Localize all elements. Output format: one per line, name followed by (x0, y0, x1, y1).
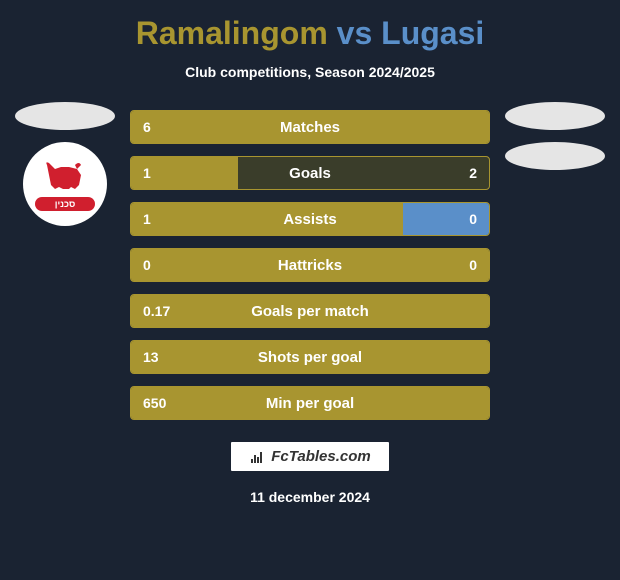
stat-row: 6Matches (130, 110, 490, 144)
stat-value-left: 13 (143, 349, 183, 365)
stat-label: Assists (183, 211, 437, 228)
page-title: Ramalingom vs Lugasi (136, 15, 485, 52)
stat-value-left: 1 (143, 211, 183, 227)
stat-row: 1Assists0 (130, 202, 490, 236)
chart-icon (249, 449, 265, 465)
stat-row: 13Shots per goal (130, 340, 490, 374)
stat-row: 650Min per goal (130, 386, 490, 420)
goat-icon (41, 157, 89, 193)
stat-row: 0.17Goals per match (130, 294, 490, 328)
player1-avatar-placeholder (15, 102, 115, 130)
content-row: סכנין 6Matches1Goals21Assists00Hattricks… (0, 110, 620, 420)
stat-row-content: 6Matches (131, 111, 489, 143)
stat-row-content: 1Assists0 (131, 203, 489, 235)
player1-club-logo: סכנין (23, 142, 107, 226)
stat-value-left: 0 (143, 257, 183, 273)
stat-value-right: 0 (437, 211, 477, 227)
club-banner: סכנין (35, 197, 95, 211)
stat-row-content: 1Goals2 (131, 157, 489, 189)
club-logo-graphic: סכנין (30, 149, 100, 219)
player2-club-placeholder (505, 142, 605, 170)
stat-value-left: 1 (143, 165, 183, 181)
stat-label: Matches (183, 119, 437, 136)
stat-label: Goals per match (183, 303, 437, 320)
main-container: Ramalingom vs Lugasi Club competitions, … (0, 0, 620, 580)
title-player1: Ramalingom (136, 15, 328, 51)
stat-value-right: 0 (437, 257, 477, 273)
stat-row: 1Goals2 (130, 156, 490, 190)
subtitle: Club competitions, Season 2024/2025 (185, 64, 435, 80)
title-vs: vs (337, 15, 373, 51)
stat-label: Shots per goal (183, 349, 437, 366)
left-column: סכנין (15, 102, 115, 226)
stat-value-left: 6 (143, 119, 183, 135)
stat-value-left: 0.17 (143, 303, 183, 319)
date-label: 11 december 2024 (250, 489, 370, 505)
stat-row: 0Hattricks0 (130, 248, 490, 282)
brand-badge[interactable]: FcTables.com (229, 440, 390, 473)
stats-panel: 6Matches1Goals21Assists00Hattricks00.17G… (130, 110, 490, 420)
stat-value-left: 650 (143, 395, 183, 411)
brand-text: FcTables.com (271, 448, 370, 465)
right-column (505, 102, 605, 170)
stat-label: Hattricks (183, 257, 437, 274)
stat-row-content: 650Min per goal (131, 387, 489, 419)
title-player2: Lugasi (381, 15, 484, 51)
player2-avatar-placeholder (505, 102, 605, 130)
stat-label: Goals (183, 165, 437, 182)
stat-row-content: 0.17Goals per match (131, 295, 489, 327)
stat-value-right: 2 (437, 165, 477, 181)
stat-label: Min per goal (183, 395, 437, 412)
stat-row-content: 0Hattricks0 (131, 249, 489, 281)
stat-row-content: 13Shots per goal (131, 341, 489, 373)
